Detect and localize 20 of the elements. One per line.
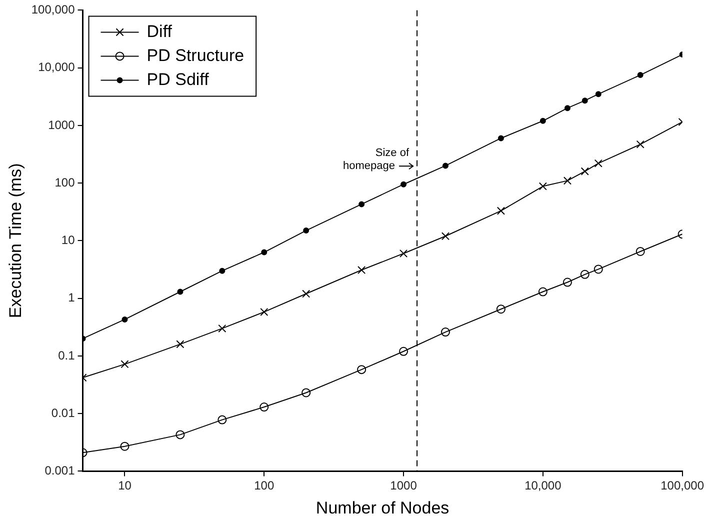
- y-tick-label: 0.1: [58, 348, 76, 362]
- y-tick-label: 0.01: [51, 406, 76, 420]
- x-tick-label: 1000: [390, 478, 418, 493]
- legend-label: PD Structure: [146, 46, 244, 65]
- x-tick-label: 10,000: [524, 478, 562, 493]
- y-tick-label: 1000: [48, 118, 76, 132]
- ref-line-label: Size of homepage: [343, 147, 410, 172]
- y-tick-label: 0.001: [44, 464, 76, 478]
- y-tick-label: 100,000: [31, 2, 76, 17]
- legend-label: PD Sdiff: [146, 70, 210, 89]
- x-axis-title: Number of Nodes: [316, 498, 450, 518]
- y-tick-label: 10: [61, 233, 76, 248]
- y-tick-label: 100: [54, 175, 76, 190]
- y-tick-label: 1: [68, 290, 76, 305]
- x-tick-label: 100: [254, 478, 274, 493]
- legend-label: Diff: [146, 22, 172, 41]
- y-axis-title: Execution Time (ms): [6, 163, 25, 318]
- x-tick-label: 100,000: [660, 478, 704, 493]
- y-tick-label: 10,000: [38, 60, 76, 74]
- x-tick-label: 10: [118, 478, 132, 493]
